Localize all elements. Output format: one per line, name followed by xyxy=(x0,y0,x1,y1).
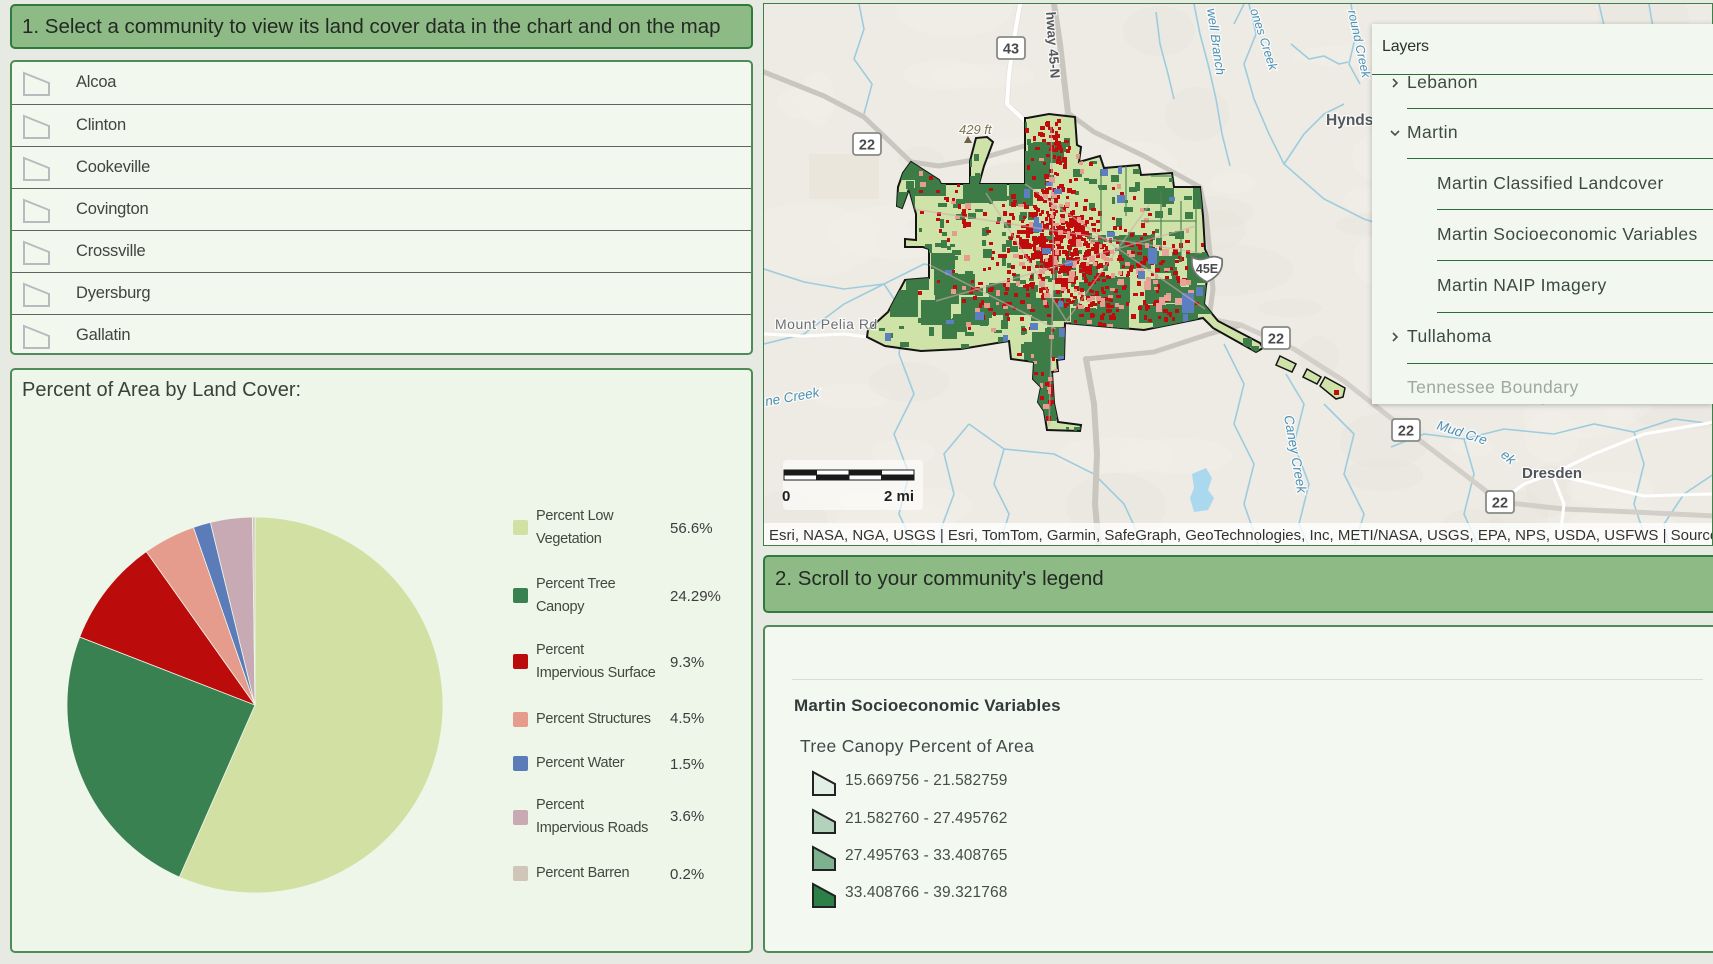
svg-text:22: 22 xyxy=(1268,332,1284,348)
svg-text:22: 22 xyxy=(1398,424,1414,440)
svg-text:2 mi: 2 mi xyxy=(884,488,914,505)
svg-text:0: 0 xyxy=(782,488,790,505)
svg-text:Esri, NASA, NGA, USGS | Esri,: Esri, NASA, NGA, USGS | Esri, TomTom, Ga… xyxy=(769,527,1713,544)
svg-text:hway 45-N: hway 45-N xyxy=(1043,11,1063,79)
svg-text:22: 22 xyxy=(1492,496,1508,512)
svg-text:429 ft: 429 ft xyxy=(959,122,993,137)
svg-text:45E: 45E xyxy=(1196,262,1218,276)
svg-text:Dresden: Dresden xyxy=(1522,465,1582,482)
svg-text:43: 43 xyxy=(1003,42,1019,58)
svg-text:22: 22 xyxy=(859,138,875,154)
svg-text:Mount Pelia Rd: Mount Pelia Rd xyxy=(775,316,878,332)
svg-text:Hyndsv: Hyndsv xyxy=(1326,112,1382,129)
